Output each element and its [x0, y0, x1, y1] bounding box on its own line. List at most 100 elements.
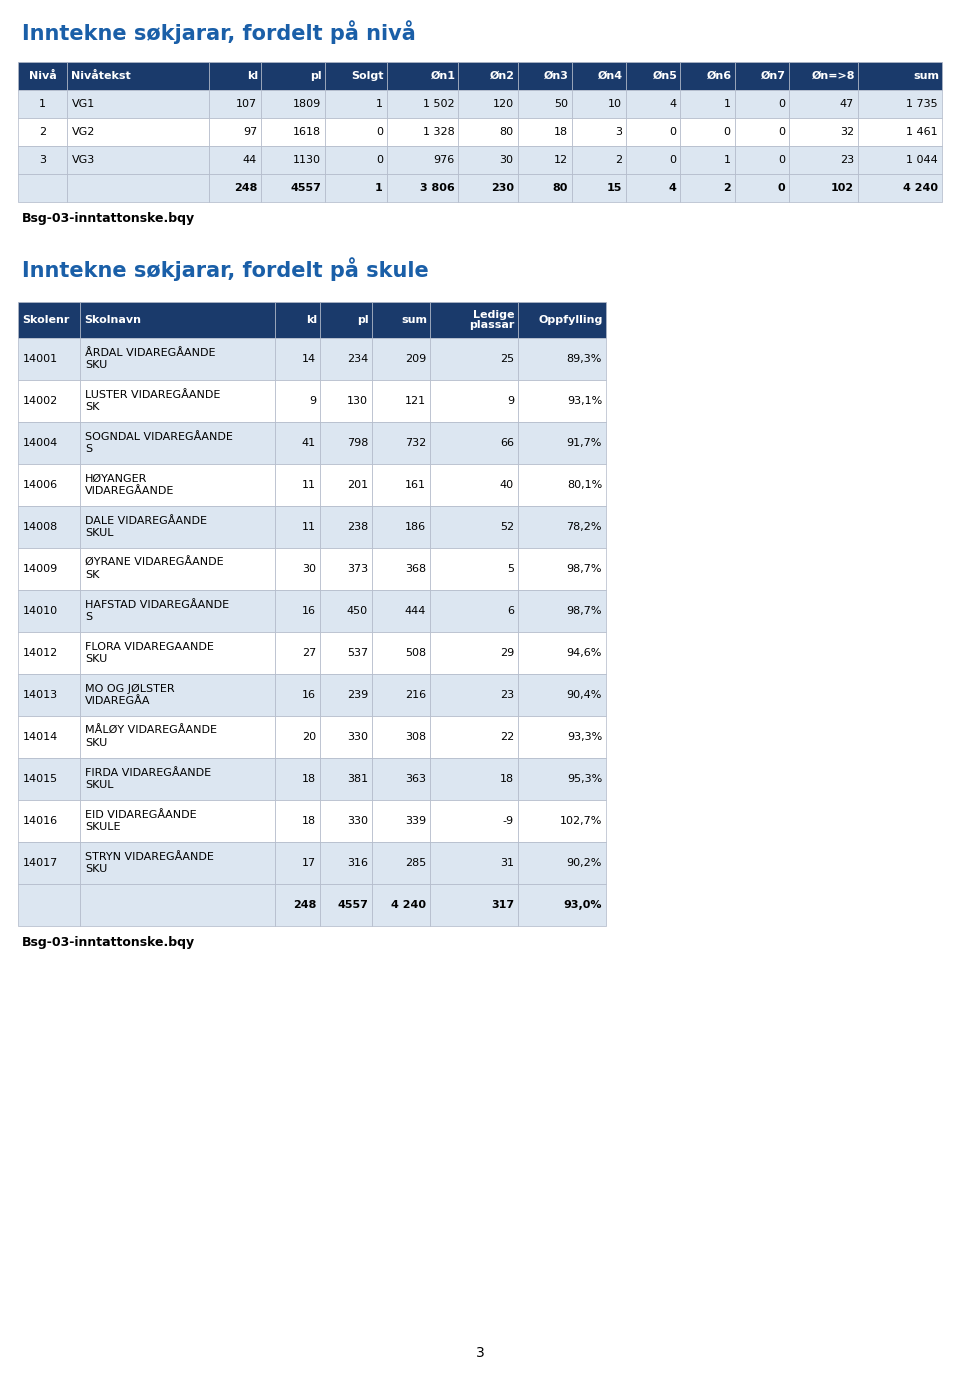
Bar [518, 758, 606, 800]
Bar [80, 591, 275, 632]
Text: 330: 330 [347, 816, 368, 827]
Bar [275, 548, 320, 591]
Bar [320, 338, 372, 380]
Bar [18, 548, 80, 591]
Bar [459, 119, 517, 146]
Bar [261, 174, 325, 201]
Text: 0: 0 [376, 155, 383, 166]
Text: 248: 248 [293, 900, 316, 909]
Bar [80, 632, 275, 673]
Text: SKU: SKU [85, 738, 108, 748]
Bar [572, 90, 626, 119]
Bar [80, 548, 275, 591]
Text: 14012: 14012 [23, 649, 59, 658]
Bar [372, 673, 430, 716]
Text: MÅLØY VIDAREGÅANDE: MÅLØY VIDAREGÅANDE [85, 726, 217, 736]
Text: 17: 17 [301, 858, 316, 868]
Text: 91,7%: 91,7% [566, 437, 602, 448]
Bar [18, 758, 80, 800]
Text: Øn3: Øn3 [544, 70, 569, 81]
Bar [261, 62, 325, 90]
Bar [626, 90, 681, 119]
Bar [80, 338, 275, 380]
Text: 47: 47 [840, 99, 854, 109]
Bar [18, 338, 80, 380]
Bar [80, 842, 275, 885]
Bar [67, 146, 209, 174]
Bar [517, 90, 572, 119]
Bar [430, 885, 518, 926]
Bar [734, 146, 789, 174]
Bar [734, 90, 789, 119]
Bar [320, 716, 372, 758]
Text: 1 328: 1 328 [422, 127, 454, 137]
Text: 0: 0 [669, 127, 677, 137]
Bar [275, 506, 320, 548]
Bar [372, 380, 430, 422]
Bar [518, 422, 606, 464]
Bar [209, 90, 261, 119]
Bar [681, 62, 734, 90]
Text: 976: 976 [433, 155, 454, 166]
Bar [320, 506, 372, 548]
Text: 186: 186 [405, 522, 426, 533]
Text: ØYRANE VIDAREGÅANDE: ØYRANE VIDAREGÅANDE [85, 558, 224, 569]
Bar [517, 174, 572, 201]
Bar [572, 174, 626, 201]
Bar [320, 380, 372, 422]
Bar [626, 174, 681, 201]
Bar [275, 338, 320, 380]
Text: 93,3%: 93,3% [566, 731, 602, 742]
Text: 14013: 14013 [23, 690, 59, 700]
Text: 14004: 14004 [23, 437, 59, 448]
Text: 0: 0 [724, 127, 731, 137]
Text: 209: 209 [405, 355, 426, 364]
Text: pl: pl [357, 315, 369, 326]
Bar [789, 119, 858, 146]
Bar [681, 174, 734, 201]
Bar [430, 422, 518, 464]
Bar [80, 885, 275, 926]
Bar [275, 380, 320, 422]
Text: 41: 41 [301, 437, 316, 448]
Bar [80, 506, 275, 548]
Bar [430, 800, 518, 842]
Bar [518, 800, 606, 842]
Text: 6: 6 [507, 606, 514, 615]
Bar [275, 842, 320, 885]
Text: 93,0%: 93,0% [564, 900, 602, 909]
Text: 285: 285 [405, 858, 426, 868]
Text: SKUL: SKUL [85, 529, 113, 538]
Bar [67, 119, 209, 146]
Bar [320, 842, 372, 885]
Bar [459, 62, 517, 90]
Text: 14002: 14002 [23, 396, 59, 406]
Bar [430, 380, 518, 422]
Text: 444: 444 [404, 606, 426, 615]
Text: 450: 450 [347, 606, 368, 615]
Text: Øn7: Øn7 [761, 70, 786, 81]
Text: 3: 3 [39, 155, 46, 166]
Text: 230: 230 [491, 184, 514, 193]
Text: 102,7%: 102,7% [560, 816, 602, 827]
Bar [261, 90, 325, 119]
Text: 11: 11 [302, 480, 316, 490]
Text: kl: kl [247, 70, 258, 81]
Text: 248: 248 [233, 184, 257, 193]
Bar [789, 146, 858, 174]
Text: 14016: 14016 [23, 816, 59, 827]
Text: 80,1%: 80,1% [566, 480, 602, 490]
Bar [18, 716, 80, 758]
Text: 30: 30 [302, 564, 316, 574]
Bar [387, 119, 459, 146]
Bar [430, 302, 518, 338]
Text: 18: 18 [301, 816, 316, 827]
Bar [18, 800, 80, 842]
Text: sum: sum [913, 70, 939, 81]
Bar [789, 174, 858, 201]
Text: 9: 9 [507, 396, 514, 406]
Text: 44: 44 [243, 155, 257, 166]
Bar [626, 119, 681, 146]
Bar [325, 119, 387, 146]
Text: 0: 0 [778, 155, 785, 166]
